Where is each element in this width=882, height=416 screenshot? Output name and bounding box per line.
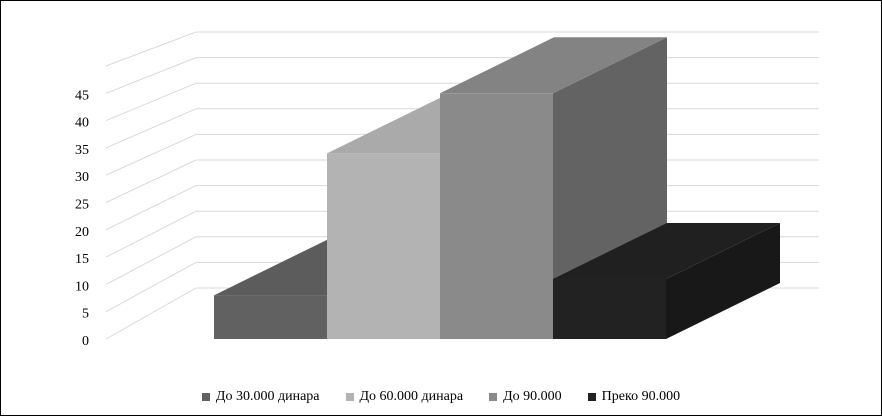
- gridline-side: [105, 185, 197, 231]
- gridline-side: [105, 133, 197, 176]
- bar: [214, 295, 327, 339]
- legend-item: До 60.000 динара: [345, 389, 464, 405]
- legend-swatch-0: [201, 393, 210, 401]
- bar-top: [440, 37, 667, 94]
- y-tick-label: 5: [82, 307, 89, 322]
- chart-plot: 0 5 10 15 20 25 30 35 40 45: [75, 31, 819, 349]
- y-tick-label: 45: [75, 88, 89, 103]
- y-tick-label: 25: [75, 198, 89, 213]
- legend-label: До 90.000: [503, 389, 562, 404]
- y-tick-label: 30: [75, 170, 89, 185]
- gridline-side: [105, 261, 197, 313]
- bar: [553, 278, 666, 339]
- gridline-side: [105, 236, 197, 285]
- legend-item: До 30.000 динара: [201, 389, 320, 405]
- legend-item: До 90.000: [489, 389, 562, 405]
- legend-swatch-3: [587, 393, 596, 401]
- legend: До 30.000 динара До 60.000 динара До 90.…: [1, 389, 881, 405]
- y-tick-label: 40: [75, 116, 89, 131]
- legend-item: Преко 90.000: [587, 389, 681, 405]
- y-tick-label: 20: [75, 225, 89, 240]
- bar-side: [666, 222, 780, 339]
- legend-label: Преко 90.000: [601, 389, 681, 404]
- y-tick-label: 35: [75, 143, 89, 158]
- y-tick-label: 0: [82, 334, 89, 349]
- gridline-side: [105, 287, 197, 340]
- legend-swatch-2: [489, 393, 498, 401]
- gridline-side: [105, 210, 197, 258]
- gridline-side: [105, 82, 197, 122]
- legend-label: До 30.000 динара: [215, 389, 320, 404]
- gridline-side: [105, 159, 197, 203]
- legend-swatch-1: [345, 393, 354, 401]
- gridline-side: [105, 108, 197, 149]
- bar-top: [553, 222, 780, 279]
- gridline-side: [105, 31, 197, 67]
- y-tick-label: 15: [75, 252, 89, 267]
- gridline-side: [105, 57, 197, 94]
- bar: [327, 153, 440, 339]
- bar: [440, 93, 553, 339]
- legend-label: До 60.000 динара: [359, 389, 464, 404]
- y-tick-label: 10: [75, 279, 89, 294]
